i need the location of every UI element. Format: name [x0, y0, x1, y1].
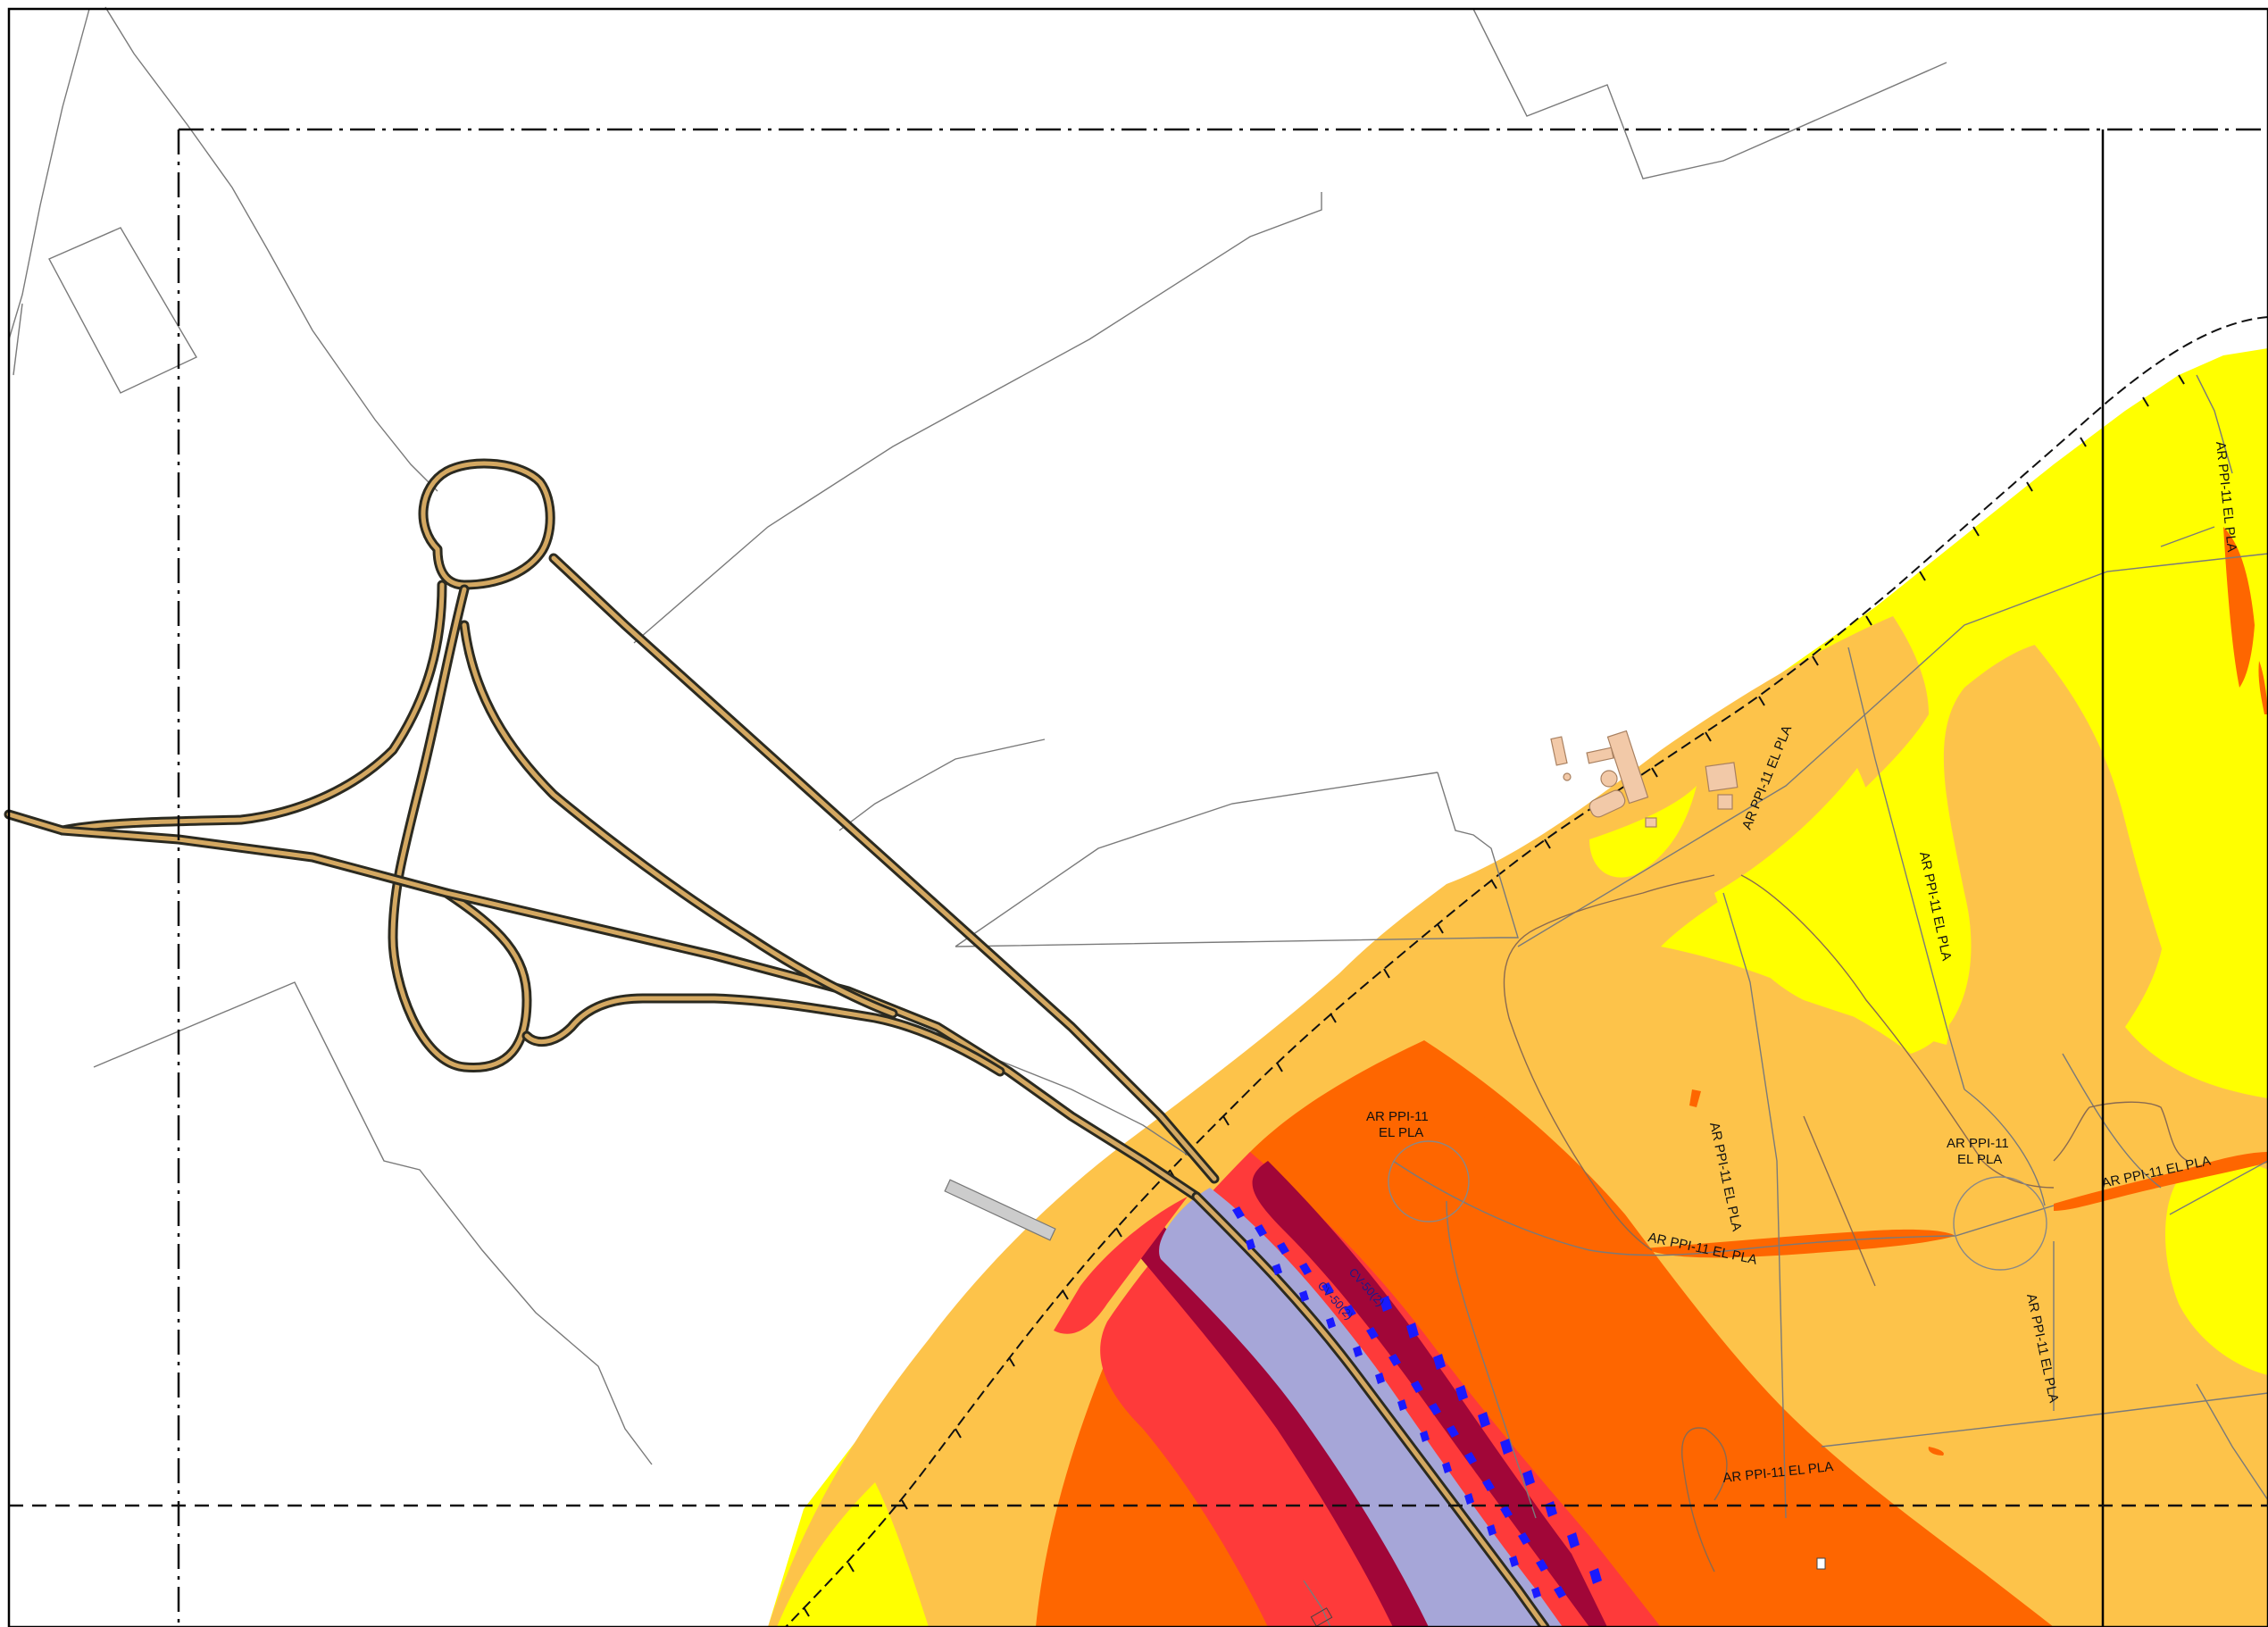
- building: [1563, 772, 1572, 781]
- zone-orange-strip: [2054, 1152, 2268, 1211]
- boundary-ticks: [803, 374, 2185, 1617]
- building: [1717, 794, 1733, 810]
- building: [1705, 762, 1739, 792]
- zone-label-line: EL PLA: [1379, 1125, 1423, 1140]
- zone-orange-strip: [2258, 661, 2268, 714]
- zone-dark-red: [1134, 1223, 1429, 1627]
- zone-yellow-edge: [777, 1482, 929, 1627]
- zone-label-line: EL PLA: [1957, 1152, 2002, 1167]
- zone-orange-patch: [1928, 1447, 1944, 1456]
- noise-zones: [768, 348, 2268, 1627]
- zone-label: AR PPI-11 EL PLA: [1366, 1109, 1432, 1140]
- zone-orange-wedge: [1054, 1197, 1188, 1334]
- zone-orange-strip: [2223, 527, 2255, 688]
- building: [1645, 817, 1657, 828]
- building: [1606, 730, 1649, 805]
- zone-dark-red: [1252, 1161, 1607, 1627]
- zone-label-line: AR PPI-11: [1366, 1109, 1429, 1124]
- noise-markers: [1232, 1206, 1602, 1598]
- buildings: [1550, 730, 1739, 828]
- zone-yellow-island: [1589, 786, 1697, 878]
- zone-boundary-line: [785, 316, 2268, 1627]
- zone-yellow-island: [1714, 768, 1949, 1045]
- small-structures: [944, 1179, 1826, 1627]
- building: [1600, 770, 1618, 788]
- zone-yellow-island: [2018, 500, 2268, 1063]
- map-frame: [7, 7, 2268, 1627]
- zone-yellow-island: [2165, 1164, 2268, 1375]
- building: [1588, 789, 1626, 818]
- zone-orange-patch: [1689, 1089, 1701, 1107]
- context-lines: [8, 6, 2268, 1627]
- zone-label-line: AR PPI-11: [1947, 1136, 2009, 1151]
- building: [1550, 736, 1568, 766]
- zone-orange-patch: [1372, 1076, 1508, 1190]
- zone-label: AR PPI-11 EL PLA: [1947, 1136, 2013, 1167]
- building: [1586, 747, 1614, 764]
